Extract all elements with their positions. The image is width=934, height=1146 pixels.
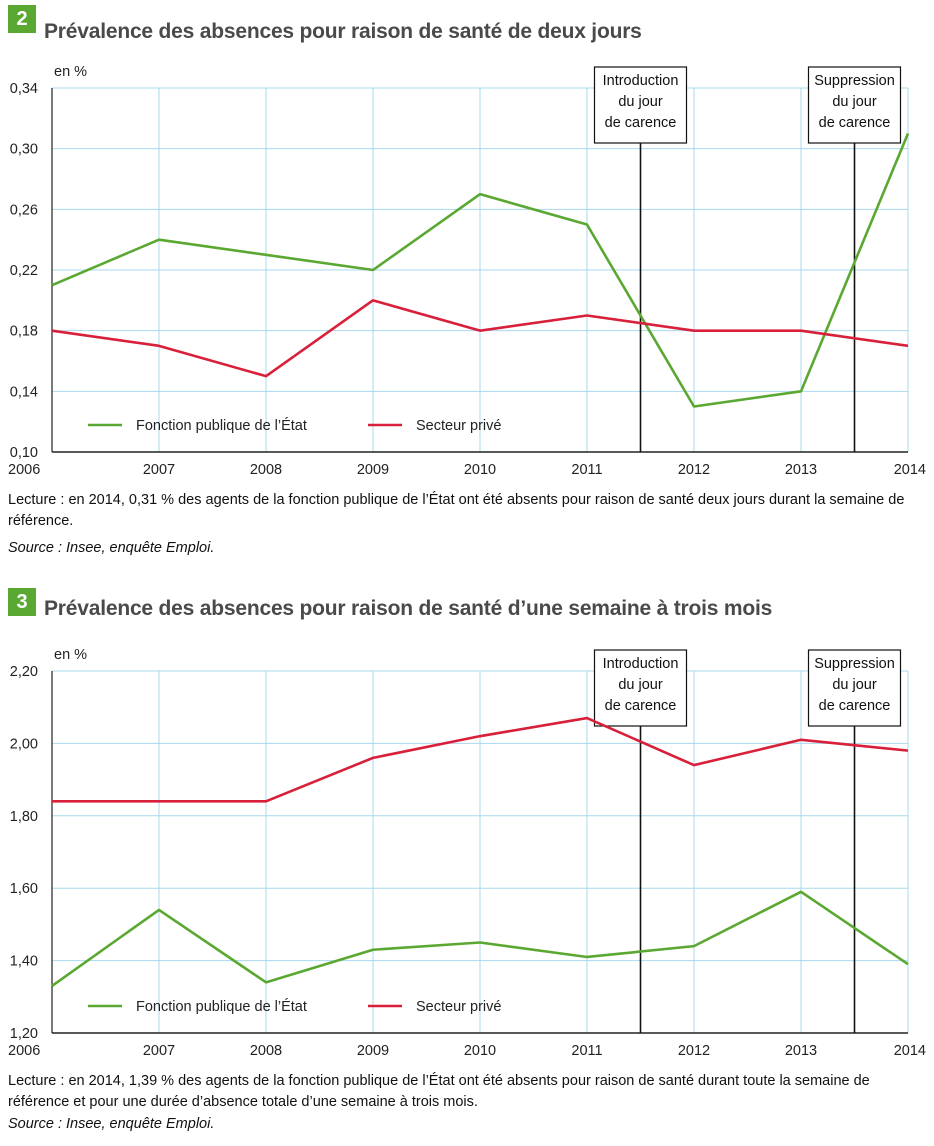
x-tick-label: 2012 — [678, 1043, 710, 1059]
figure-3: 3 Prévalence des absences pour raison de… — [0, 583, 934, 1146]
x-tick-label: 2011 — [571, 1043, 602, 1059]
x-tick-label: 2012 — [678, 462, 710, 478]
legend-label: Fonction publique de l’État — [136, 998, 307, 1015]
x-tick-label: 2008 — [250, 1043, 282, 1059]
x-tick-label: 2009 — [357, 462, 389, 478]
y-unit-label: en % — [54, 647, 87, 663]
y-tick-label: 0,30 — [10, 142, 38, 158]
x-tick-label: 2013 — [785, 462, 817, 478]
x-tick-label: 2010 — [464, 462, 496, 478]
figure-title: Prévalence des absences pour raison de s… — [44, 597, 773, 620]
source-note: Source : Insee, enquête Emploi. — [8, 1116, 215, 1132]
event-annotation-text: de carence — [819, 115, 891, 131]
x-tick-label: 2009 — [357, 1043, 389, 1059]
x-tick-label: 2007 — [143, 462, 175, 478]
figure-number-badge: 2 — [8, 5, 36, 33]
x-tick-label: 2011 — [571, 462, 602, 478]
y-tick-label: 0,18 — [10, 324, 38, 340]
figure-number-badge: 3 — [8, 588, 36, 616]
series-line-fonction-publique — [51, 133, 910, 408]
chart-week-to-three-month-absences: 1,20 1,40 1,60 1,80 2,00 2,20 en % 2006 2007 2008… — [8, 647, 926, 1059]
y-tick-label: 0,34 — [10, 81, 38, 97]
y-tick-label: 2,20 — [10, 664, 38, 680]
event-annotation-text: du jour — [618, 94, 663, 110]
event-annotation-text: de carence — [819, 698, 891, 714]
series-line-secteur-prive — [51, 299, 909, 378]
y-unit-label: en % — [54, 64, 87, 80]
chart-two-day-absences: 0,10 0,14 0,18 0,22 0,26 0,30 0,34 en % 2006 2007… — [8, 64, 926, 478]
x-tick-label: 2006 — [8, 1043, 40, 1059]
y-tick-label: 1,40 — [10, 954, 38, 970]
event-annotation-text: Introduction — [603, 73, 679, 89]
y-tick-label: 0,10 — [10, 445, 38, 461]
event-annotation-text: Suppression — [814, 656, 895, 672]
event-annotation-box — [593, 649, 688, 727]
event-annotation-text: Introduction — [603, 656, 679, 672]
figure-title: Prévalence des absences pour raison de s… — [44, 20, 642, 43]
y-tick-label: 0,14 — [10, 384, 38, 400]
lecture-note: Lecture : en 2014, 1,39 % des agents de … — [8, 1073, 870, 1110]
event-annotation-text: de carence — [605, 115, 677, 131]
x-tick-label: 2010 — [464, 1043, 496, 1059]
series-line-fonction-publique — [51, 890, 909, 987]
y-tick-label: 0,22 — [10, 263, 38, 279]
x-tick-label: 2006 — [8, 462, 40, 478]
y-tick-label: 2,00 — [10, 736, 38, 752]
event-annotation-text: du jour — [618, 677, 663, 693]
event-annotation-text: du jour — [832, 94, 877, 110]
legend-label: Secteur privé — [416, 999, 501, 1015]
x-tick-label: 2013 — [785, 1043, 817, 1059]
y-tick-label: 1,60 — [10, 881, 38, 897]
legend-label: Secteur privé — [416, 418, 501, 434]
event-annotation-box — [593, 66, 688, 144]
series-line-secteur-prive — [52, 716, 909, 803]
event-annotation-text: de carence — [605, 698, 677, 714]
x-tick-label: 2014 — [894, 462, 926, 478]
event-annotation-box — [807, 649, 902, 727]
y-tick-label: 1,80 — [10, 809, 38, 825]
source-note: Source : Insee, enquête Emploi. — [8, 540, 215, 556]
y-tick-label: 1,20 — [10, 1026, 38, 1042]
event-annotation-text: du jour — [832, 677, 877, 693]
event-annotation-box — [807, 66, 902, 144]
legend-label: Fonction publique de l’État — [136, 417, 307, 434]
event-annotation-text: Suppression — [814, 73, 895, 89]
lecture-note: Lecture : en 2014, 0,31 % des agents de … — [8, 492, 905, 529]
figure-2: 2 Prévalence des absences pour raison de… — [0, 0, 934, 565]
x-tick-label: 2008 — [250, 462, 282, 478]
y-tick-label: 0,26 — [10, 202, 38, 218]
x-tick-label: 2007 — [143, 1043, 175, 1059]
x-tick-label: 2014 — [894, 1043, 926, 1059]
